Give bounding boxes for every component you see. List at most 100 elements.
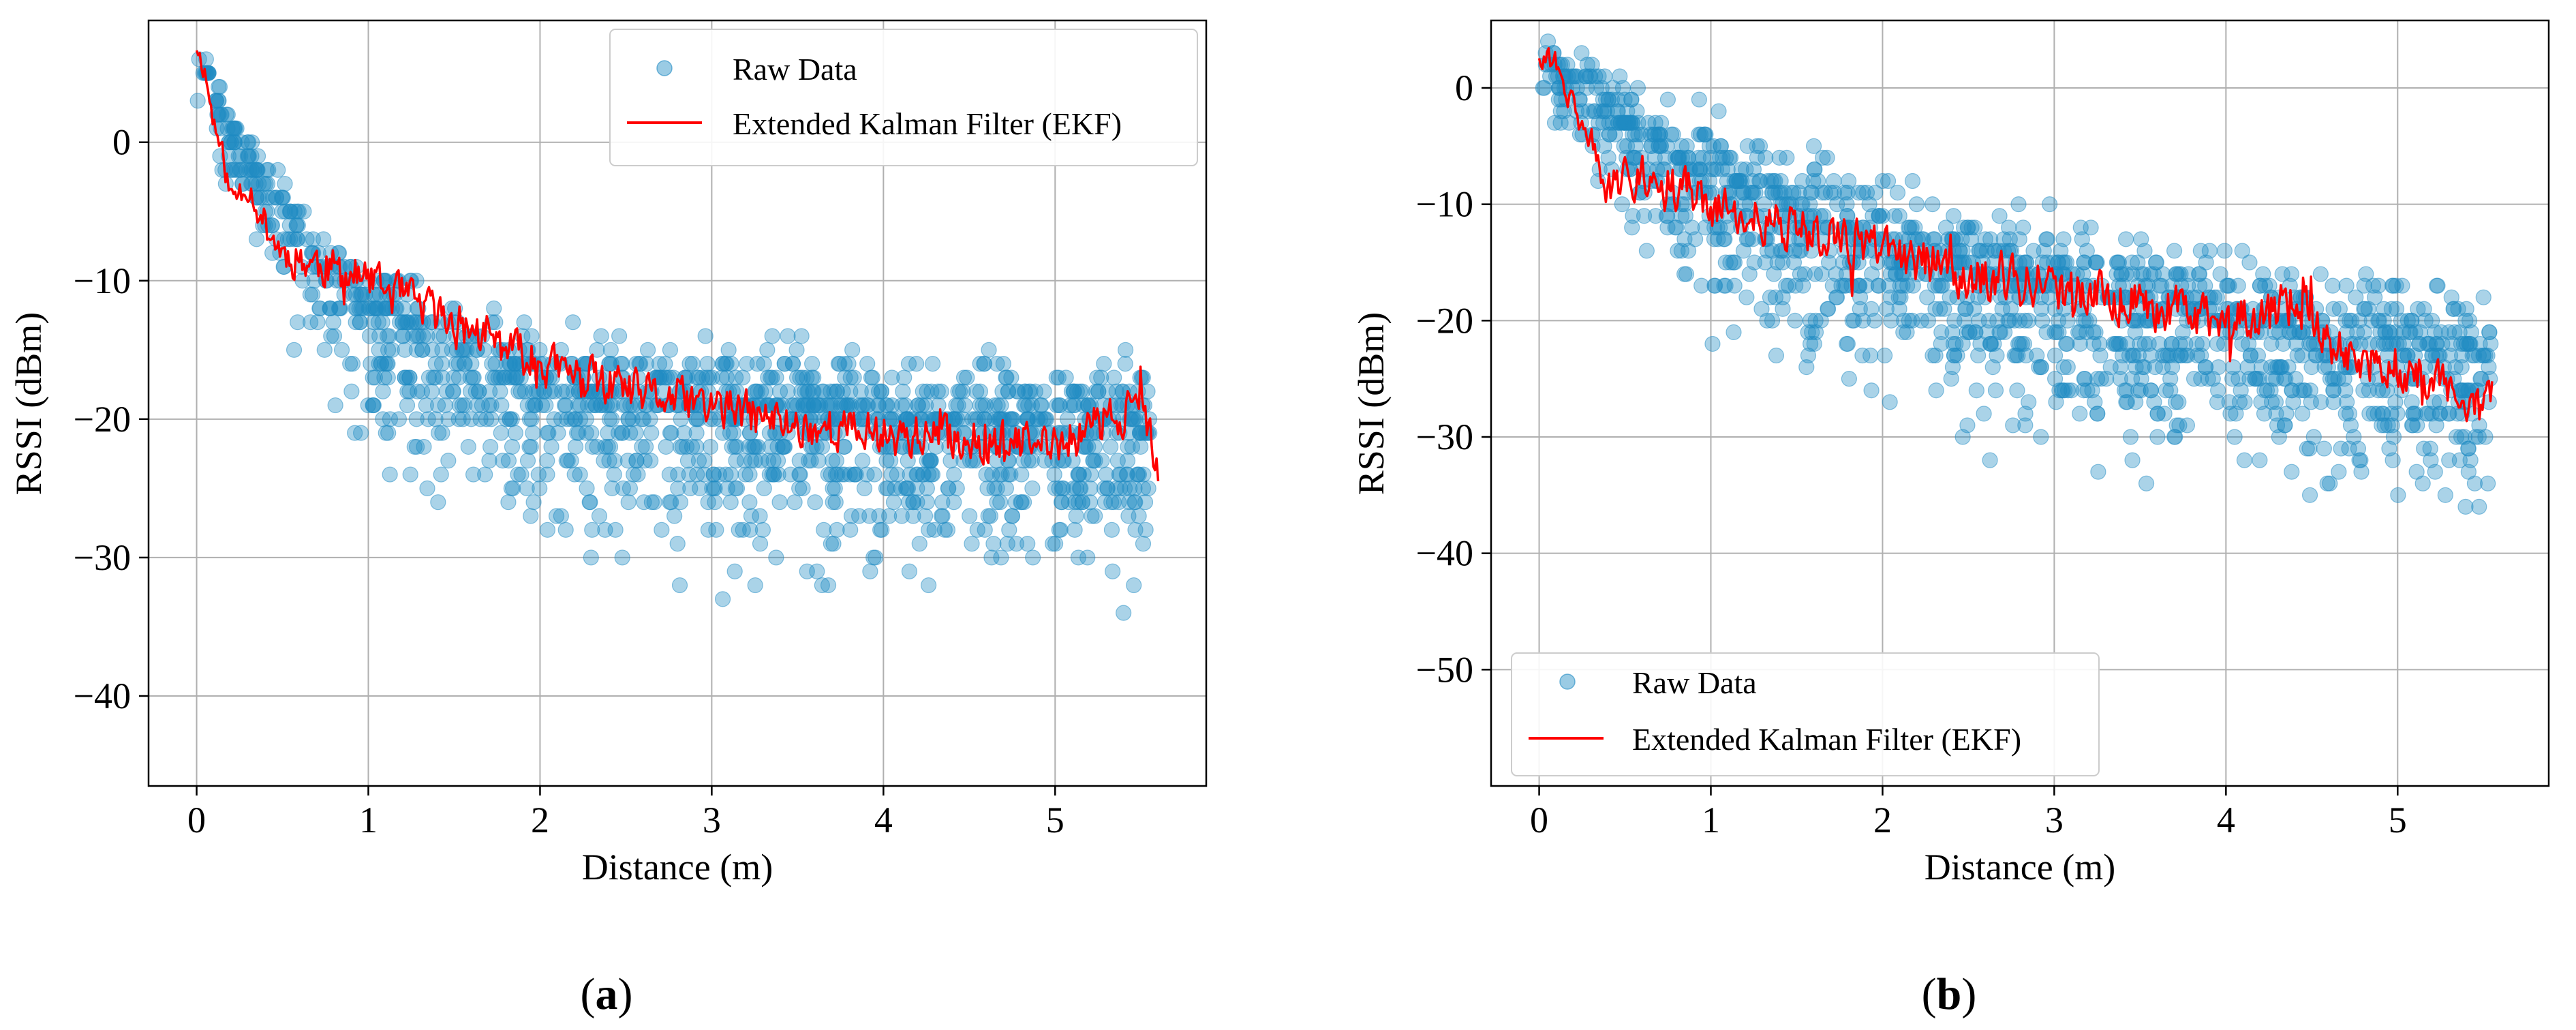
panel-b-raw-point bbox=[1933, 335, 1949, 352]
panel-a-raw-point bbox=[700, 494, 716, 511]
panel-a-raw-point bbox=[534, 397, 551, 414]
panel-b-raw-point bbox=[1978, 324, 1995, 340]
panel-b-raw-point bbox=[1614, 80, 1631, 96]
panel-a-raw-point bbox=[921, 466, 937, 483]
panel-a-raw-point bbox=[628, 453, 645, 469]
panel-a-raw-point bbox=[402, 466, 418, 483]
panel-a-raw-point bbox=[294, 273, 311, 289]
panel-a-raw-point bbox=[211, 78, 228, 95]
panel-b-raw-point bbox=[2124, 452, 2141, 468]
panel-a-raw-point bbox=[500, 494, 517, 511]
panel-b-raw-point bbox=[1659, 219, 1676, 236]
panel-a-raw-point bbox=[714, 356, 731, 372]
panel-b-x-tick-label: 4 bbox=[2217, 800, 2235, 840]
panel-a-raw-point bbox=[558, 383, 574, 399]
panel-b-raw-point bbox=[1638, 243, 1655, 259]
panel-a-x-tick-label: 5 bbox=[1046, 800, 1064, 840]
panel-b-raw-point bbox=[1904, 172, 1921, 190]
panel-a-raw-point bbox=[1004, 508, 1020, 524]
panel-a-raw-point bbox=[1097, 494, 1114, 511]
panel-a-raw-point bbox=[764, 369, 780, 386]
panel-b-raw-point bbox=[2357, 301, 2373, 317]
panel-a-raw-point bbox=[371, 328, 388, 344]
panel-b-raw-point bbox=[2481, 324, 2498, 340]
panel-a-raw-point bbox=[950, 383, 966, 399]
panel-a-raw-point bbox=[521, 411, 538, 427]
panel-a-raw-point bbox=[884, 397, 900, 414]
panel-a-raw-point bbox=[1000, 383, 1017, 399]
panel-b-raw-point bbox=[2263, 394, 2280, 410]
panel-a-raw-point bbox=[914, 397, 930, 414]
panel-a-raw-point bbox=[604, 480, 620, 496]
panel-a-raw-point bbox=[375, 411, 391, 427]
panel-b-raw-point bbox=[1904, 312, 1920, 329]
panel-b-raw-point bbox=[1878, 301, 1895, 317]
panel-a-raw-point bbox=[416, 438, 432, 455]
panel-a-raw-point bbox=[572, 397, 588, 414]
panel-a-raw-point bbox=[911, 536, 927, 552]
panel-a-raw-point bbox=[504, 411, 520, 427]
panel-a-raw-point bbox=[636, 494, 652, 511]
panel-a-raw-point bbox=[409, 438, 425, 455]
panel-a-raw-point bbox=[516, 314, 532, 331]
panel-a-raw-point bbox=[719, 480, 735, 496]
panel-a-raw-point bbox=[325, 314, 341, 331]
panel-a-raw-point bbox=[1117, 342, 1134, 358]
panel-a-raw-point bbox=[435, 328, 452, 344]
panel-a-legend-box bbox=[609, 29, 1198, 166]
panel-b-raw-point bbox=[2236, 452, 2253, 468]
panel-a-raw-point bbox=[1065, 397, 1082, 414]
panel-a-raw-point bbox=[485, 369, 501, 386]
panel-a-raw-point bbox=[671, 577, 688, 594]
panel-b-raw-point bbox=[2091, 335, 2108, 352]
panel-b-raw-point bbox=[2210, 382, 2226, 399]
panel-a-raw-point bbox=[567, 438, 584, 455]
panel-b-raw-point bbox=[1828, 289, 1845, 305]
panel-a-raw-point bbox=[843, 397, 859, 414]
panel-a-raw-point bbox=[327, 397, 343, 414]
panel-a-raw-point bbox=[352, 314, 368, 331]
panel-a-raw-point bbox=[810, 453, 827, 469]
panel-a-caption: (a) bbox=[581, 969, 633, 1019]
panel-a-raw-point bbox=[423, 383, 440, 399]
panel-a-raw-point bbox=[532, 342, 548, 358]
panel-a-raw-point bbox=[1103, 521, 1120, 538]
panel-a-raw-point bbox=[268, 190, 285, 206]
panel-a-raw-point bbox=[298, 231, 315, 247]
panel-a-raw-point bbox=[376, 369, 393, 386]
panel-b: 0 1 2 3 4 5 0 −10 −20 −30 −40 −50 Distance (m) RSS… bbox=[1351, 19, 2550, 1019]
panel-a-raw-point bbox=[370, 314, 386, 331]
panel-a-raw-point bbox=[323, 328, 339, 344]
panel-b-raw-point bbox=[1741, 266, 1758, 282]
panel-b-raw-point bbox=[2378, 335, 2394, 352]
panel-b-raw-point bbox=[2480, 475, 2496, 491]
panel-a-raw-point bbox=[539, 521, 556, 538]
panel-a-raw-point bbox=[584, 521, 600, 538]
panel-b-raw-point bbox=[2460, 464, 2477, 480]
panel-b-raw-point bbox=[1932, 301, 1948, 317]
panel-a-raw-point bbox=[607, 453, 623, 469]
panel-a-raw-point bbox=[1047, 480, 1063, 496]
panel-b-raw-point bbox=[2158, 347, 2174, 364]
panel-a-raw-point bbox=[696, 453, 713, 469]
panel-a-raw-point bbox=[1084, 508, 1100, 524]
panel-a-raw-point bbox=[259, 176, 276, 192]
panel-a-raw-point bbox=[670, 466, 686, 483]
panel-a-raw-point bbox=[1010, 383, 1026, 399]
panel-a-raw-point bbox=[752, 508, 768, 524]
panel-a-raw-point bbox=[995, 356, 1011, 372]
panel-b-raw-point bbox=[1863, 382, 1880, 399]
panel-b-raw-point bbox=[1837, 184, 1853, 201]
panel-a-legend-raw-label: Raw Data bbox=[733, 52, 857, 87]
panel-a-raw-point bbox=[859, 356, 876, 372]
panel-a-raw-point bbox=[1135, 466, 1152, 483]
panel-a-raw-point bbox=[905, 494, 921, 511]
panel-a-raw-point bbox=[1109, 453, 1126, 469]
panel-a-raw-point bbox=[765, 453, 782, 469]
panel-b-x-tick-label: 2 bbox=[1873, 800, 1892, 840]
panel-a-raw-point bbox=[430, 494, 446, 511]
panel-b-raw-point bbox=[2076, 254, 2092, 271]
panel-a-raw-point bbox=[898, 397, 914, 414]
panel-a-raw-point bbox=[463, 411, 480, 427]
panel-a-raw-point bbox=[949, 411, 966, 427]
